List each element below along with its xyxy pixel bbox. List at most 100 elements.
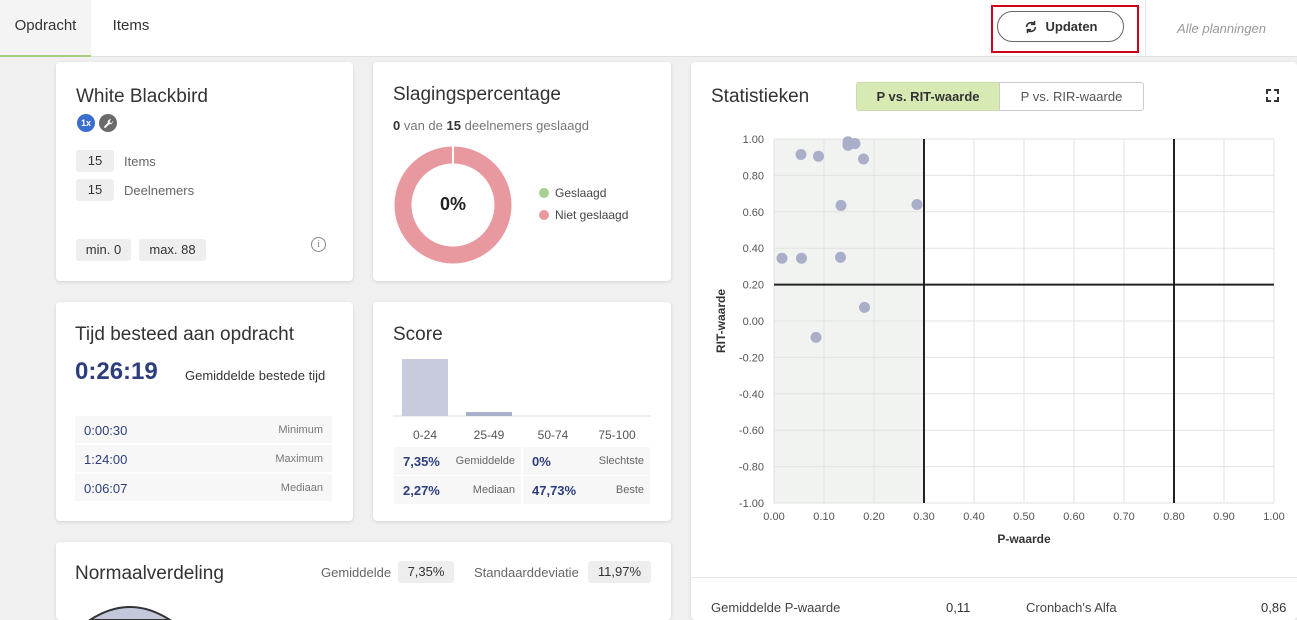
scatter-point [835,251,846,263]
all-plannings-link[interactable]: Alle planningen [1145,0,1297,56]
score-bar [466,412,512,416]
normal-distribution-card [56,542,671,620]
x-tick-label: 0.50 [1013,511,1034,523]
x-tick-label: 0.10 [813,511,834,523]
score-mean-value: 7,35% [403,454,440,469]
time-title: Tijd besteed aan opdracht [75,324,295,345]
time-max-label: Maximum [275,453,323,465]
scatter-point [859,301,870,313]
score-category-label: 0-24 [413,428,437,442]
legend-label-passed: Geslaagd [555,186,607,200]
time-row-max: 1:24:00 Maximum [75,445,332,473]
pass-summary: 0 van de 15 deelnemers geslaagd [393,118,589,133]
tab-items[interactable]: Items [112,17,150,34]
normal-curve-arc [88,606,172,620]
time-min-label: Minimum [278,424,323,436]
normal-sd-label: Standaarddeviatie [474,565,579,580]
y-tick-label: -0.40 [739,389,764,401]
normal-sd-value: 11,97% [588,561,651,583]
y-tick-label: 0.60 [743,207,764,219]
x-tick-label: 0.90 [1213,511,1234,523]
score-title: Score [393,324,443,345]
top-bar: Opdracht Items Updaten Alle planningen [0,0,1297,57]
y-tick-label: 0.40 [743,243,764,255]
score-best-value: 47,73% [532,483,577,498]
toggle-rir[interactable]: P vs. RIR-waarde [999,82,1144,111]
total-count: 15 [446,118,461,133]
scatter-point [858,153,869,165]
scatter-point [911,199,923,211]
summary-suffix: deelnemers geslaagd [464,118,589,133]
assignment-title: White Blackbird [76,86,208,107]
time-min-value: 0:00:30 [84,423,128,438]
of-text: van de [403,118,443,133]
scatter-chart: 0.00 0.10 0.20 0.30 0.40 0.50 0.60 0.70 0.80 0.90… [714,134,1285,546]
refresh-icon [1024,20,1038,34]
pass-rate-title: Slagingspercentage [393,84,561,105]
legend-dot-passed [539,188,549,198]
tab-opdracht[interactable]: Opdracht [0,0,91,57]
time-median-label: Mediaan [280,482,323,494]
x-tick-label: 0.00 [763,511,784,523]
scatter-point [776,252,788,264]
stats-divider [691,577,1297,578]
legend-dot-failed [539,210,549,220]
average-time: 0:26:19 [75,358,158,385]
toggle-rit[interactable]: P vs. RIT-waarde [856,82,1000,111]
y-tick-label: 0.80 [743,170,764,182]
time-row-median: 0:06:07 Mediaan [75,474,332,502]
avg-p-value: 0,11 [946,600,971,615]
score-best-label: Beste [615,484,644,496]
score-category-label: 25-49 [474,428,505,442]
score-worst-label: Slechtste [598,455,644,467]
y-tick-label: 1.00 [743,134,764,146]
items-count: 15 [76,150,114,172]
pass-donut [394,146,512,264]
info-icon[interactable]: i [311,237,326,252]
normal-curve-preview [88,606,172,620]
score-median-value: 2,27% [403,483,440,498]
attempts-badge: 1x [77,114,95,132]
y-axis-label: RIT-waarde [714,289,728,353]
y-tick-label: -0.20 [739,352,764,364]
legend-item-failed: Niet geslaagd [539,208,628,222]
score-mean: 7,35% Gemiddelde [394,447,521,475]
scatter-point [835,199,847,211]
avg-p-label: Gemiddelde P-waarde [711,600,841,615]
normal-mean-value: 7,35% [398,561,454,583]
update-label: Updaten [1045,19,1098,34]
statistics-title: Statistieken [711,86,810,107]
x-tick-label: 0.80 [1163,511,1184,523]
score-category-label: 75-100 [598,428,636,442]
x-tick-label: 0.70 [1113,511,1134,523]
all-plannings-label: Alle planningen [1177,20,1266,36]
normal-distribution-title: Normaalverdeling [75,563,224,584]
x-tick-label: 1.00 [1263,511,1284,523]
y-tick-label: -0.60 [739,425,764,437]
participants-count: 15 [76,179,114,201]
scatter-point [842,139,854,151]
score-best: 47,73% Beste [523,476,650,504]
fullscreen-icon[interactable] [1266,89,1279,102]
legend-item-passed: Geslaagd [539,186,606,200]
y-tick-label: -0.80 [739,462,764,474]
time-max-value: 1:24:00 [84,452,128,467]
legend-label-failed: Niet geslaagd [555,208,629,222]
y-tick-label: -1.00 [739,498,764,510]
average-time-label: Gemiddelde bestede tijd [185,368,326,383]
alpha-label: Cronbach's Alfa [1026,600,1117,615]
participants-label: Deelnemers [124,183,195,198]
passed-count: 0 [393,118,401,133]
score-histogram: 0-24 25-49 50-74 75-100 [393,359,651,442]
alpha-value: 0,86 [1261,600,1287,615]
scatter-point [795,148,807,160]
min-score: min. 0 [76,239,131,261]
items-label: Items [124,154,156,169]
y-tick-label: 0.00 [743,316,764,328]
update-button[interactable]: Updaten [997,11,1124,42]
x-tick-label: 0.20 [863,511,884,523]
time-median-value: 0:06:07 [84,481,128,496]
toggle-rit-label: P vs. RIT-waarde [876,89,980,104]
score-median-label: Mediaan [472,484,515,496]
y-tick-label: 0.20 [743,280,764,292]
